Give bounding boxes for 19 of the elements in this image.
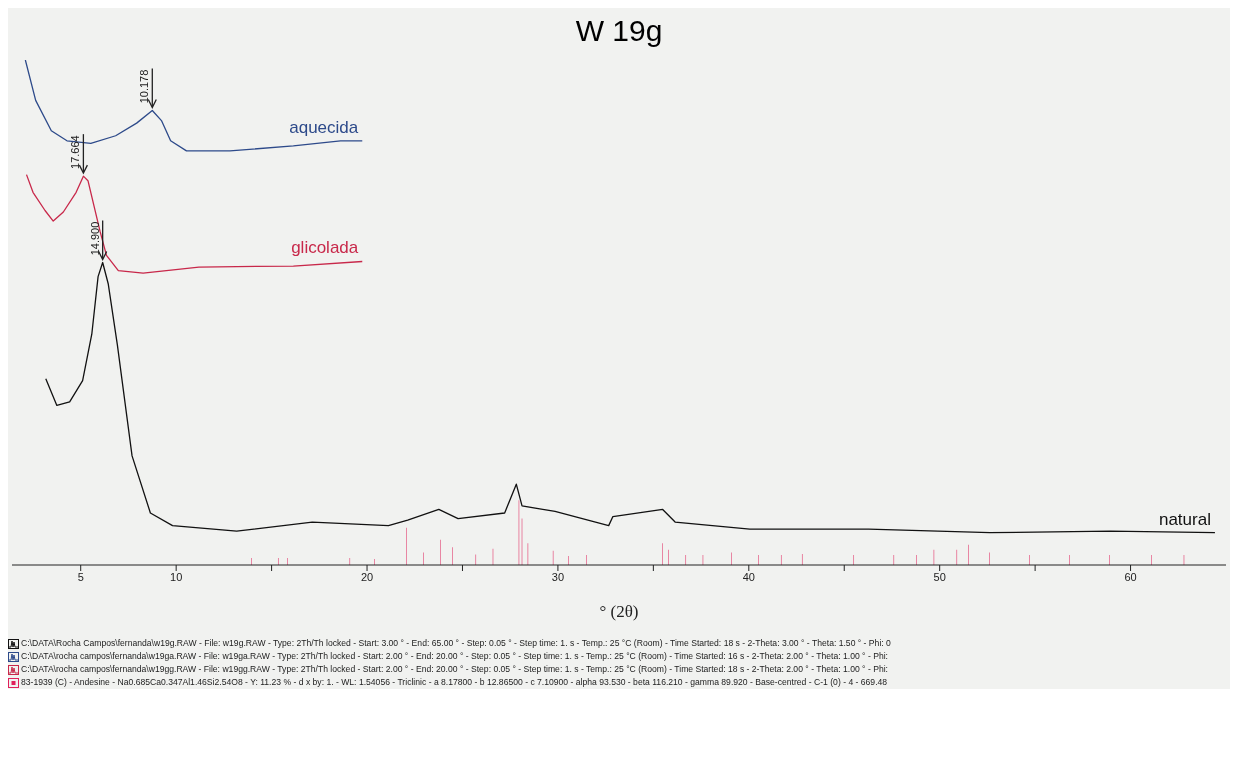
annotation: 10.178 bbox=[138, 69, 151, 104]
text: C:\DATA\Rocha Campos\fernanda\w19g.RAW - File: w19g.RAW - Type: 2Th/Th locked - Start: 3.00 ° - End: 65.00 ° - Step: 0.05 ° - Step time: 1. s - Temp.: 25 °C (Room) - Time Started: 18 s - 2-Theta: 3.00 ° - Theta: 1.50 ° - Phi: 0 bbox=[21, 637, 891, 650]
annotation: 14.900 bbox=[88, 221, 101, 256]
x-tick-label: 40 bbox=[742, 570, 755, 583]
x-tick-label: 60 bbox=[1124, 570, 1137, 583]
x-tick-label: 10 bbox=[170, 570, 183, 583]
x-tick-label: 30 bbox=[551, 570, 565, 583]
series-label: aquecida bbox=[289, 117, 359, 137]
x-axis-title: ° (2θ) bbox=[599, 602, 639, 621]
chart-title: W 19g bbox=[574, 13, 664, 49]
series-label: glicolada bbox=[291, 238, 359, 258]
text: C:\DATA\rocha campos\fernanda\w19gg.RAW - File: w19gg.RAW - Type: 2Th/Th locked - Start: 2.00 ° - End: 20.00 ° - Step: 0.05 ° - Step time: 1. s - Temp.: 25 °C (Room) - Time Started: 18 s - 2-Theta: 2.00 ° - Theta: 1.00 ° - Phi: bbox=[21, 663, 888, 676]
x-tick-label: 5 bbox=[77, 570, 84, 583]
text: 83-1939 (C) - Andesine - Na0.685Ca0.347Al1.46Si2.54O8 - Y: 11.23 % - d x by: 1. - WL: 1.54056 - Triclinic - a 8.17800 - b 12.86500 - c 7.10900 - alpha 93.530 - beta 116.210 - gamma 89.920 - Base-centred - C-1 (0) - 4 - 669.48 bbox=[21, 676, 888, 689]
x-tick-label: 50 bbox=[933, 570, 946, 583]
annotation: 17.664 bbox=[69, 135, 82, 169]
series-label: natural bbox=[1158, 509, 1211, 529]
text: C:\DATA\rocha campos\fernanda\w19ga.RAW - File: w19ga.RAW - Type: 2Th/Th locked - Start: 2.00 ° - End: 20.00 ° - Step: 0.05 ° - Step time: 1. s - Temp.: 25 °C (Room) - Time Started: 16 s - 2-Theta: 2.00 ° - Theta: 1.00 ° - Phi: bbox=[21, 650, 888, 663]
x-tick-label: 20 bbox=[360, 570, 374, 583]
